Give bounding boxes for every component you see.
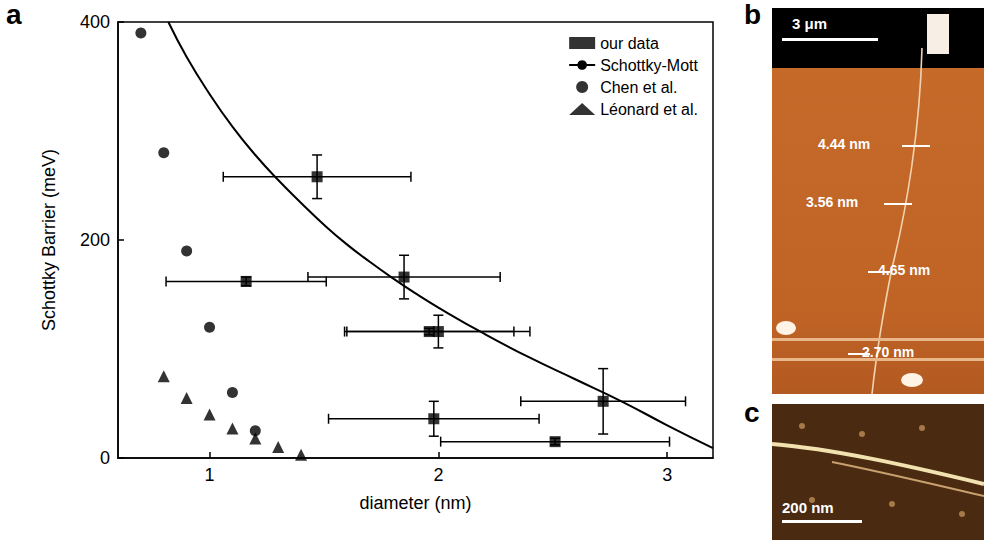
svg-text:diameter (nm): diameter (nm) [359,493,471,513]
html-text:a: a [6,0,22,30]
svg-text:3: 3 [662,465,672,485]
html-text:c: c [744,397,760,428]
svg-text:400: 400 [80,12,110,32]
html-text:2.70 nm: 2.70 nm [862,344,915,360]
svg-text:our data: our data [600,35,659,52]
svg-text:Schottky Barrier (meV): Schottky Barrier (meV) [39,149,59,331]
html-text:b: b [744,0,762,30]
svg-text:Schottky-Mott: Schottky-Mott [600,57,698,74]
svg-text:Léonard et al.: Léonard et al. [600,101,698,118]
html-text:3.56 nm: 3.56 nm [806,194,859,210]
html-text:3 μm: 3 μm [792,15,827,32]
svg-text:1: 1 [205,465,215,485]
html-text:200 nm: 200 nm [782,499,834,516]
svg-text:2: 2 [433,465,443,485]
html-text:4.44 nm: 4.44 nm [818,136,871,152]
svg-text:200: 200 [80,230,110,250]
svg-text:0: 0 [100,448,110,468]
html-text:4.65 nm: 4.65 nm [878,262,931,278]
svg-text:Chen et al.: Chen et al. [600,79,677,96]
